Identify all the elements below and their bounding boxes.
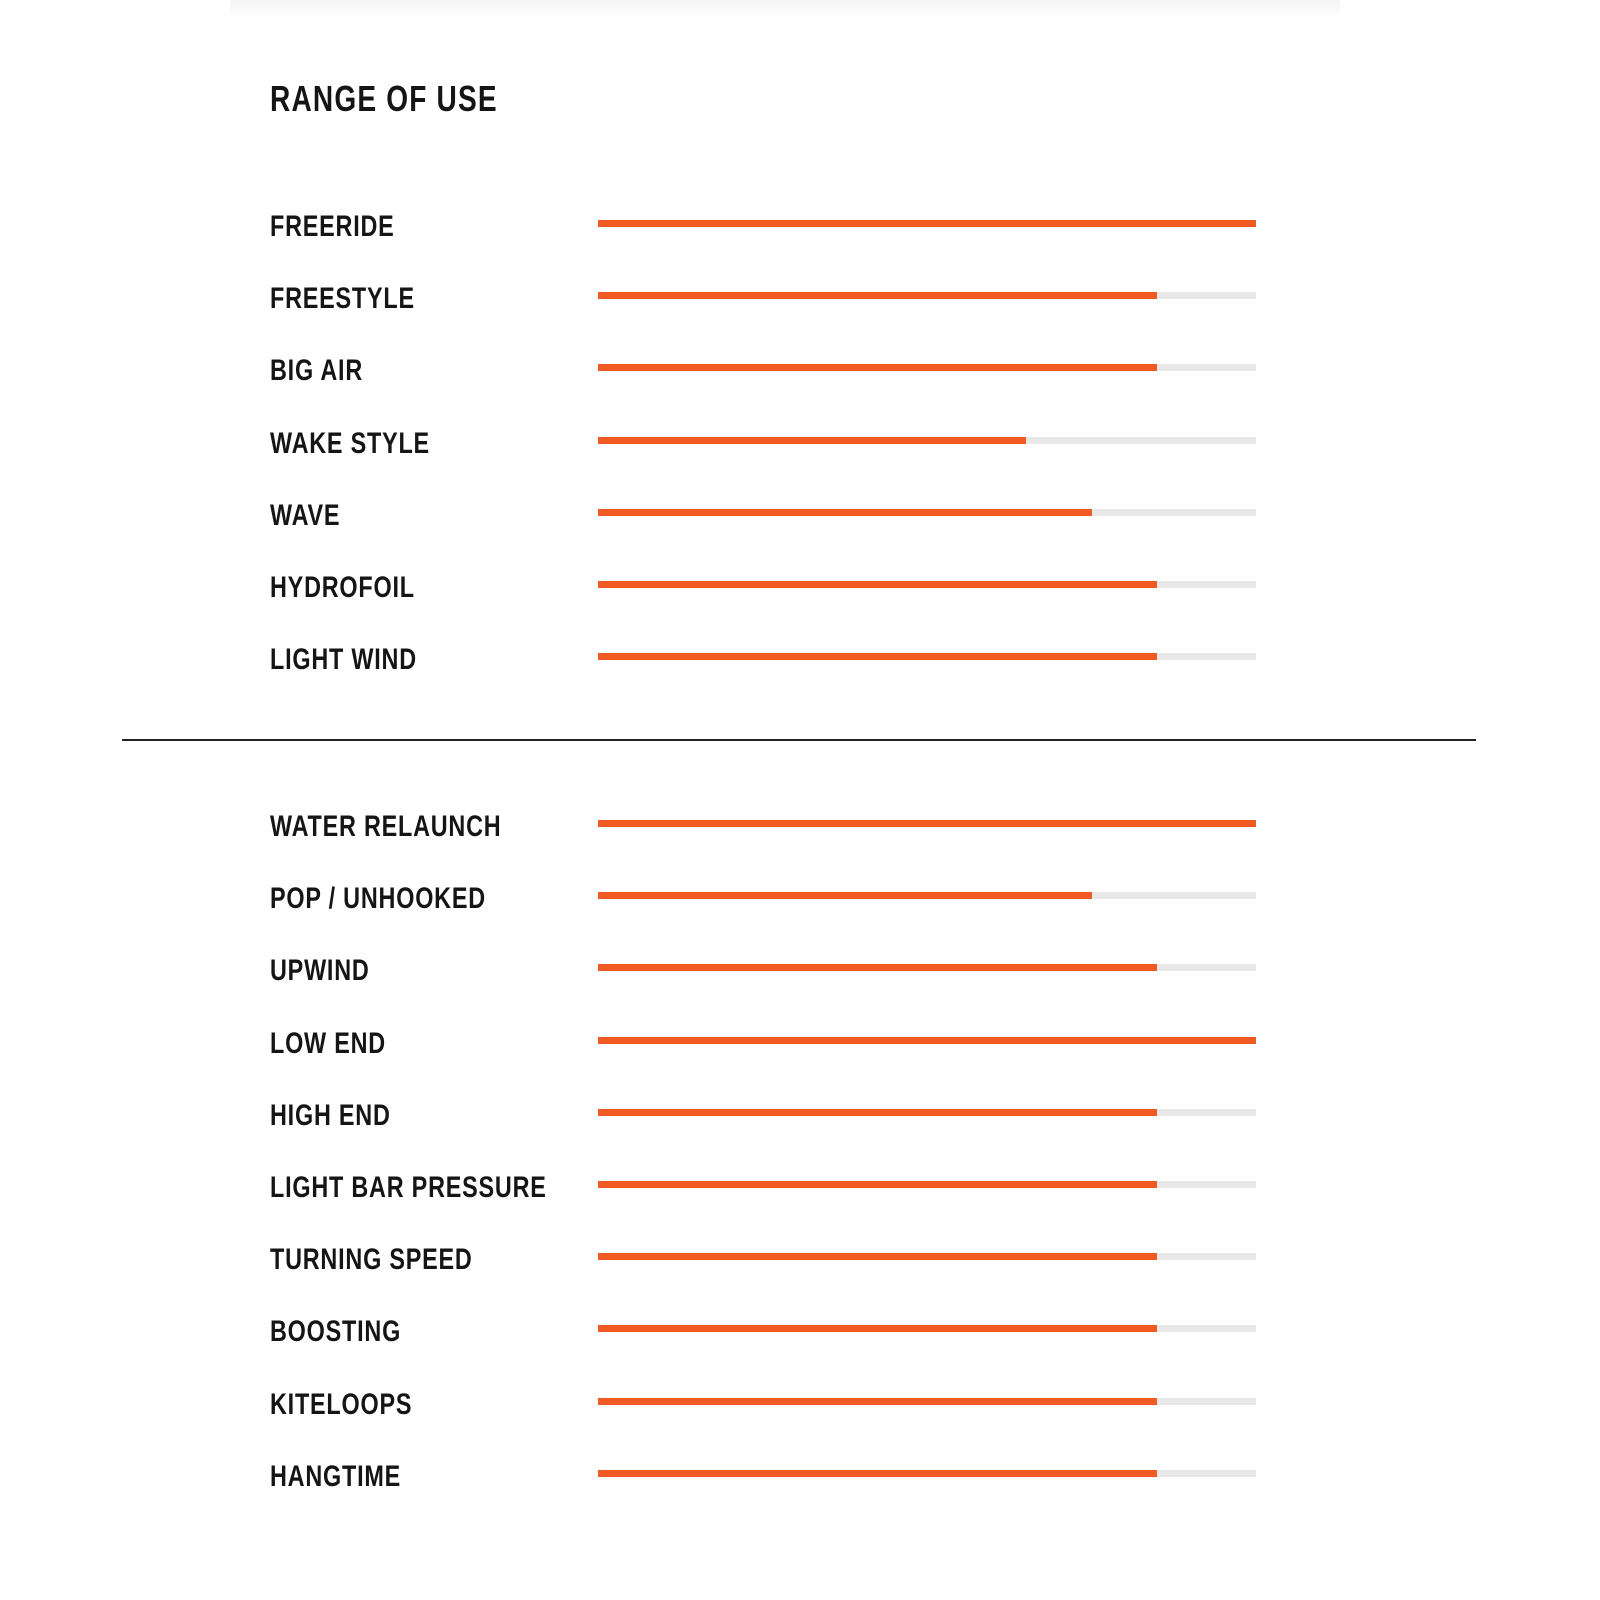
rating-bar-fill [598, 1325, 1158, 1333]
rating-label: LIGHT BAR PRESSURE [270, 1171, 547, 1204]
rating-track [598, 1469, 1256, 1477]
top-edge-shadow [230, 0, 1340, 18]
rating-label: WAVE [270, 498, 341, 532]
rating-row: HANGTIME [0, 1456, 1600, 1496]
rating-row: HYDROFOIL [0, 567, 1600, 607]
rating-label: LOW END [270, 1026, 386, 1060]
rating-track [598, 820, 1256, 827]
rating-row: FREERIDE [0, 206, 1600, 246]
rating-track [598, 892, 1256, 900]
rating-row: WAKE STYLE [0, 423, 1600, 463]
rating-track [598, 1108, 1256, 1116]
rating-row: KITELOOPS [0, 1384, 1600, 1424]
rating-label: HYDROFOIL [270, 571, 415, 604]
rating-row: LIGHT BAR PRESSURE [0, 1167, 1600, 1207]
rating-label: TURNING SPEED [270, 1243, 473, 1277]
rating-row: LIGHT WIND [0, 639, 1600, 679]
rating-bar-fill [598, 1253, 1158, 1261]
rating-track [598, 1181, 1256, 1188]
rating-track [598, 508, 1256, 516]
rating-bar-fill [598, 292, 1158, 300]
rating-label: BOOSTING [270, 1315, 402, 1349]
rating-row: HIGH END [0, 1095, 1600, 1135]
rating-row: BOOSTING [0, 1311, 1600, 1351]
rating-label: LIGHT WIND [270, 643, 417, 677]
rating-bar-fill [598, 1469, 1158, 1477]
rating-bar-fill [598, 1181, 1158, 1188]
rating-label: BIG AIR [270, 354, 364, 388]
rating-label: KITELOOPS [270, 1387, 413, 1421]
chart-title: RANGE OF USE [270, 78, 498, 119]
rating-row: WAVE [0, 495, 1600, 535]
rating-label: UPWIND [270, 954, 370, 988]
rating-bar-fill [598, 1036, 1256, 1044]
rating-track [598, 220, 1256, 227]
rating-bar-fill [598, 1397, 1158, 1405]
rating-track [598, 964, 1256, 972]
rating-track [598, 1253, 1256, 1261]
rating-track [598, 1036, 1256, 1044]
rating-track [598, 653, 1256, 661]
rating-bar-fill [598, 364, 1158, 372]
rating-row: UPWIND [0, 950, 1600, 990]
rating-track [598, 581, 1256, 588]
rating-bar-fill [598, 220, 1256, 227]
rating-label: HANGTIME [270, 1459, 402, 1493]
rating-bar-fill [598, 436, 1026, 444]
rating-label: FREESTYLE [270, 282, 415, 316]
rating-row: FREESTYLE [0, 278, 1600, 318]
group-divider [122, 739, 1476, 741]
rating-track [598, 292, 1256, 300]
rating-label: WAKE STYLE [270, 426, 430, 460]
rating-row: BIG AIR [0, 350, 1600, 390]
rating-bar-fill [598, 1108, 1158, 1116]
rating-row: LOW END [0, 1023, 1600, 1063]
rating-track [598, 436, 1256, 444]
rating-bar-fill [598, 820, 1256, 827]
rating-bar-fill [598, 892, 1092, 900]
rating-label: HIGH END [270, 1098, 391, 1132]
rating-track [598, 1397, 1256, 1405]
rating-bar-fill [598, 653, 1158, 661]
rating-label: POP / UNHOOKED [270, 882, 486, 916]
rating-row: WATER RELAUNCH [0, 806, 1600, 846]
rating-label: WATER RELAUNCH [270, 810, 502, 843]
rating-bar-fill [598, 964, 1158, 972]
rating-bar-fill [598, 581, 1158, 588]
rating-track [598, 1325, 1256, 1333]
rating-track [598, 364, 1256, 372]
rating-label: FREERIDE [270, 210, 395, 243]
rating-row: TURNING SPEED [0, 1239, 1600, 1279]
rating-row: POP / UNHOOKED [0, 878, 1600, 918]
rating-bar-fill [598, 508, 1092, 516]
